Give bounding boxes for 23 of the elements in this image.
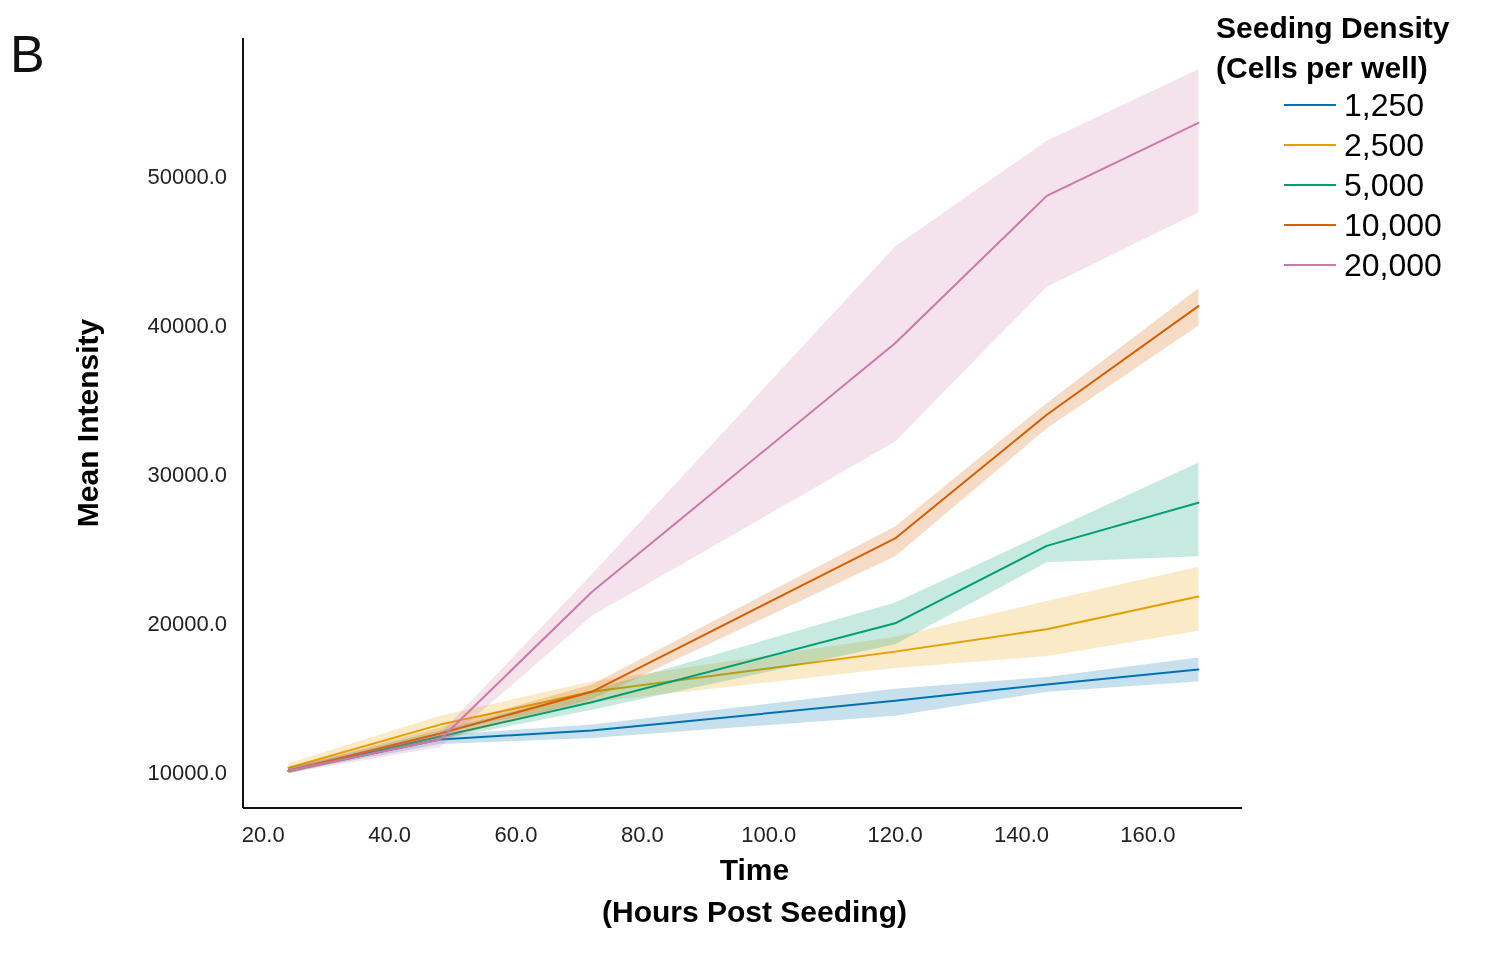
x-tick-label: 120.0 — [867, 822, 923, 847]
x-tick-label: 160.0 — [1120, 822, 1176, 847]
y-tick-label: 10000.0 — [147, 759, 227, 785]
x-tick-label: 40.0 — [368, 822, 412, 847]
line-series — [287, 595, 1200, 769]
text: B — [10, 25, 45, 83]
x-axis-title: Time (Hours Post Seeding) — [601, 853, 908, 928]
y-tick-label: 50000.0 — [147, 164, 227, 190]
y-tick-label: 40000.0 — [147, 313, 227, 339]
legend-label: 5,000 — [1344, 167, 1425, 204]
y-tick-label: 20000.0 — [147, 611, 227, 637]
x-tick-label: 80.0 — [620, 822, 664, 847]
x-tick-label: 20.0 — [241, 822, 285, 847]
x-tick-label: 140.0 — [993, 822, 1050, 847]
x-tick-label: 100.0 — [741, 822, 797, 847]
x-tick-label: 60.0 — [494, 822, 538, 847]
legend-label: 20,000 — [1344, 247, 1442, 284]
legend-label: 10,000 — [1344, 207, 1442, 244]
y-axis-title: Mean Intensity — [71, 318, 104, 528]
legend-label: 2,500 — [1344, 127, 1425, 164]
legend-label: 1,250 — [1344, 87, 1425, 124]
legend-title: Seeding Density (Cells per well) — [1216, 11, 1450, 84]
y-tick-label: 30000.0 — [147, 462, 227, 488]
